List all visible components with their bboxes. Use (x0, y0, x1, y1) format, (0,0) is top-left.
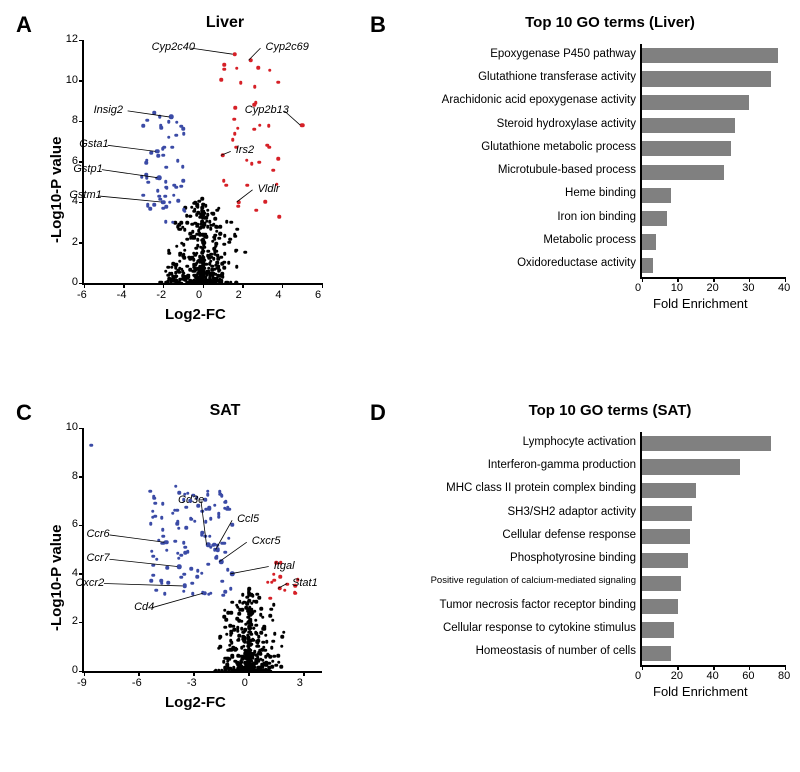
bar-term-label: Tumor necrosis factor receptor binding (387, 599, 636, 611)
bar-x-tick: 0 (635, 670, 641, 682)
bar (642, 459, 740, 474)
bar-x-tick: 20 (707, 282, 719, 294)
bar-x-tick: 80 (778, 670, 790, 682)
bar-term-label: SH3/SH2 adaptor activity (387, 506, 636, 518)
x-tick: 4 (275, 289, 281, 301)
panel-label-c: C (16, 400, 32, 426)
y-tick: 2 (60, 236, 78, 248)
bar (642, 71, 771, 86)
panel-b-xlabel: Fold Enrichment (653, 296, 748, 311)
x-tick: 6 (315, 289, 321, 301)
bar-term-label: Interferon-gamma production (387, 459, 636, 471)
panel-label-d: D (370, 400, 386, 426)
y-tick: 6 (60, 518, 78, 530)
x-tick: 0 (196, 289, 202, 301)
x-tick: -3 (187, 677, 197, 689)
panel-b-plot: Epoxygenase P450 pathwayGlutathione tran… (640, 44, 785, 279)
panel-d-xlabel: Fold Enrichment (653, 684, 748, 699)
bar (642, 48, 778, 63)
bar-term-label: Iron ion binding (397, 211, 636, 223)
bar-term-label: Oxidoreductase activity (397, 257, 636, 269)
bar (642, 576, 681, 591)
panel-b-title: Top 10 GO terms (Liver) (450, 14, 770, 31)
panel-c-xlabel: Log2-FC (165, 694, 226, 711)
x-tick: -9 (77, 677, 87, 689)
panel-a-ylabel: -Log10-P value (48, 137, 65, 243)
y-tick: 0 (60, 276, 78, 288)
bar-term-label: Cellular defense response (387, 529, 636, 541)
bar (642, 436, 771, 451)
bar-term-label: Glutathione transferase activity (397, 71, 636, 83)
bar-x-tick: 60 (742, 670, 754, 682)
bar (642, 529, 690, 544)
bar-x-tick: 10 (671, 282, 683, 294)
bar-term-label: MHC class II protein complex binding (387, 482, 636, 494)
bar-term-label: Glutathione metabolic process (397, 141, 636, 153)
x-tick: 2 (236, 289, 242, 301)
y-tick: 10 (60, 74, 78, 86)
bar (642, 95, 749, 110)
panel-c-title: SAT (125, 402, 325, 420)
panel-c-leaders (82, 428, 322, 673)
x-tick: -4 (117, 289, 127, 301)
bar (642, 622, 674, 637)
bar (642, 141, 731, 156)
x-tick: -2 (156, 289, 166, 301)
bar-x-tick: 20 (671, 670, 683, 682)
x-tick: -6 (132, 677, 142, 689)
bar (642, 553, 688, 568)
x-tick: 0 (242, 677, 248, 689)
bar (642, 599, 678, 614)
x-tick: 3 (297, 677, 303, 689)
y-tick: 12 (60, 33, 78, 45)
bar-term-label: Cellular response to cytokine stimulus (387, 622, 636, 634)
bar-term-label: Homeostasis of number of cells (387, 645, 636, 657)
bar (642, 646, 671, 661)
y-tick: 10 (60, 421, 78, 433)
bar (642, 211, 667, 226)
bar (642, 234, 656, 249)
bar-x-tick: 0 (635, 282, 641, 294)
panel-a-title: Liver (125, 14, 325, 32)
panel-label-b: B (370, 12, 386, 38)
bar-x-tick: 40 (707, 670, 719, 682)
bar-term-label: Heme binding (397, 187, 636, 199)
bar-term-label: Microtubule-based process (397, 164, 636, 176)
bar-term-label: Epoxygenase P450 pathway (397, 48, 636, 60)
bar-x-tick: 30 (742, 282, 754, 294)
y-tick: 0 (60, 664, 78, 676)
panel-d-title: Top 10 GO terms (SAT) (450, 402, 770, 419)
panel-a-leaders (82, 40, 322, 285)
panel-a-xlabel: Log2-FC (165, 306, 226, 323)
bar-term-label: Lymphocyte activation (387, 436, 636, 448)
x-tick: -6 (77, 289, 87, 301)
bar-term-label: Metabolic process (397, 234, 636, 246)
panel-d-plot: Lymphocyte activationInterferon-gamma pr… (640, 432, 785, 667)
bar (642, 165, 724, 180)
y-tick: 8 (60, 470, 78, 482)
bar-term-label: Positive regulation of calcium-mediated … (387, 575, 636, 586)
y-tick: 2 (60, 615, 78, 627)
bar-term-label: Arachidonic acid epoxygenase activity (397, 94, 636, 106)
bar (642, 188, 671, 203)
y-tick: 8 (60, 114, 78, 126)
bar-term-label: Phosphotyrosine binding (387, 552, 636, 564)
bar (642, 118, 735, 133)
bar (642, 506, 692, 521)
bar (642, 483, 696, 498)
bar-term-label: Steroid hydroxylase activity (397, 118, 636, 130)
bar (642, 258, 653, 273)
bar-x-tick: 40 (778, 282, 790, 294)
panel-label-a: A (16, 12, 32, 38)
